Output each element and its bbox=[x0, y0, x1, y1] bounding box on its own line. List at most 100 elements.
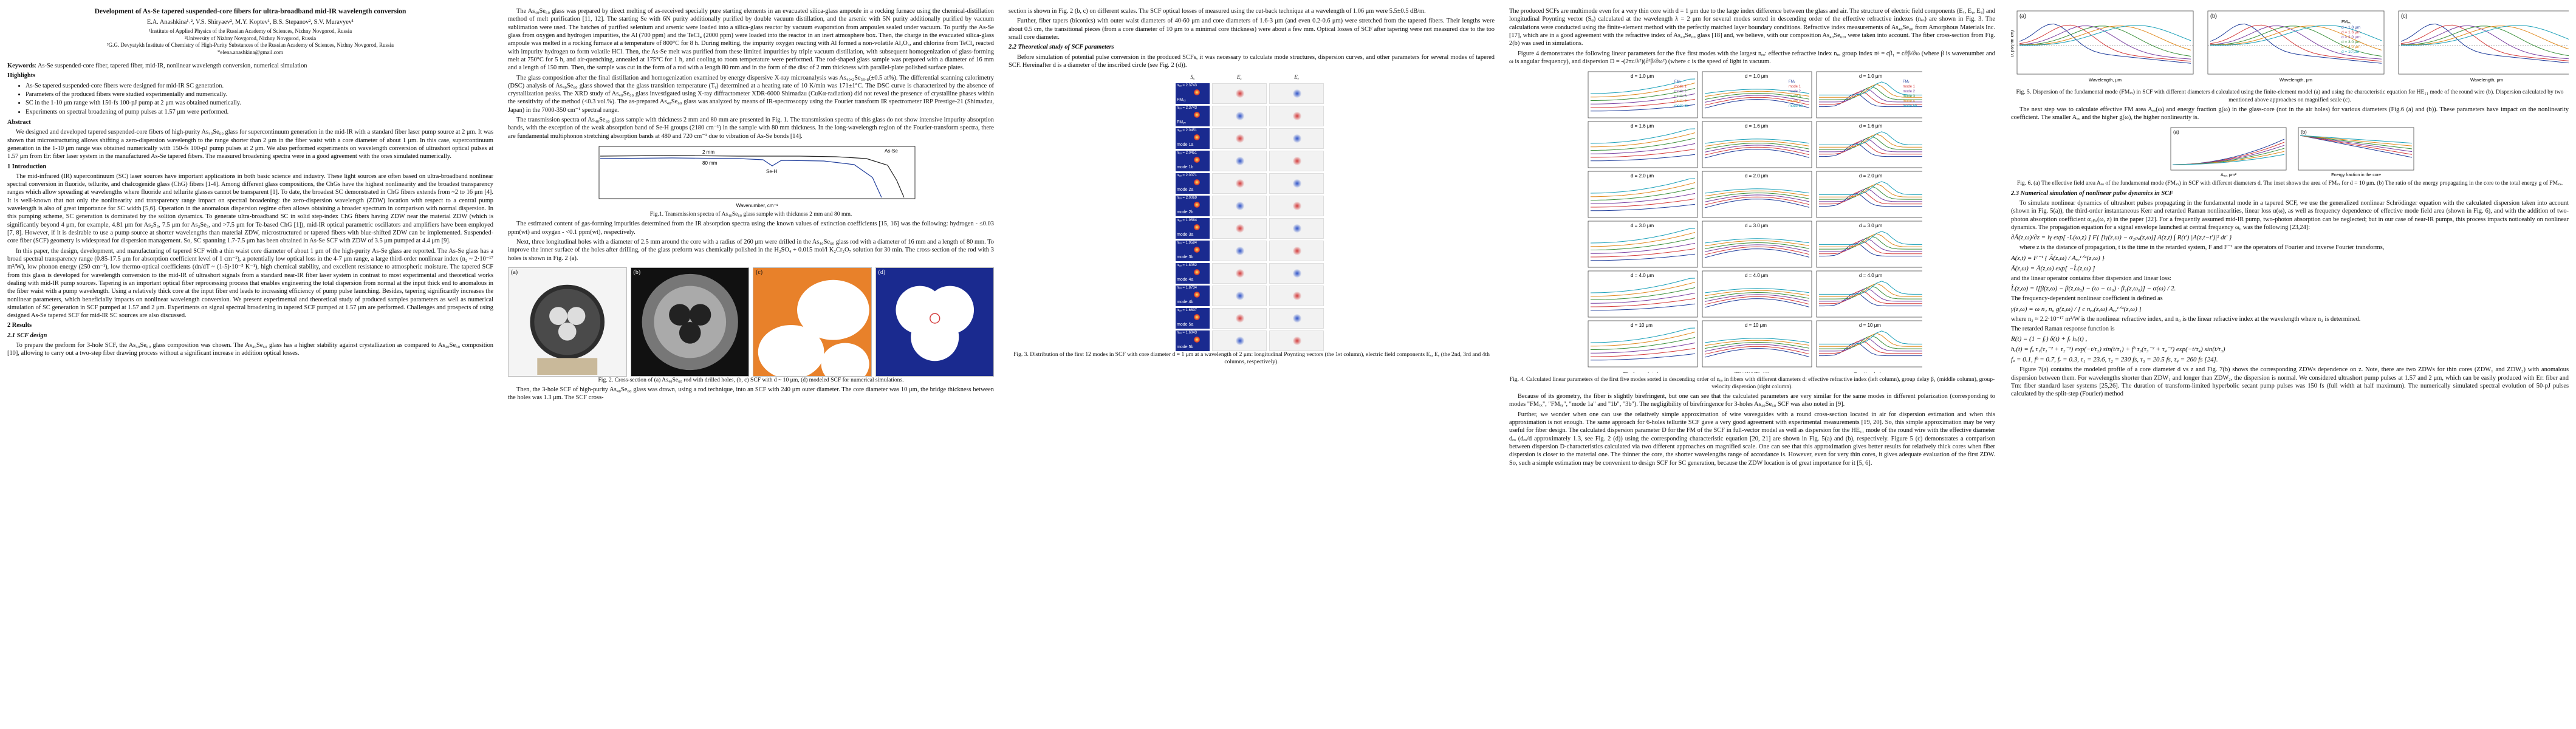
fig5-panel-label: (c) bbox=[2401, 13, 2408, 19]
fig3-field-spot bbox=[1236, 336, 1244, 345]
fig4-mode-curve bbox=[1819, 181, 1923, 196]
fig3-ey-panel bbox=[1269, 217, 1324, 239]
fig5-dispersion-curve bbox=[2400, 23, 2573, 64]
fig3-ey-panel bbox=[1269, 330, 1324, 351]
fig4-mode-curve bbox=[1704, 97, 1810, 106]
fig4-mode-curve bbox=[1591, 337, 1696, 351]
fig4-mode-curve bbox=[1590, 132, 1696, 148]
fig4-mode-curve bbox=[1591, 347, 1696, 357]
intro-paragraph-2: In this paper, the design, development, … bbox=[7, 247, 493, 320]
wire-approx-paragraph: Further, we wonder when one can use the … bbox=[1509, 411, 1995, 467]
fig3-mode-name: mode 3a bbox=[1177, 232, 1194, 237]
fig6-caption: Fig. 6. (a) The effective field area Aₑₒ… bbox=[2016, 180, 2563, 187]
fig3-mode-row: nₑₒ = 1.6537 mode 5a bbox=[1176, 307, 1327, 329]
fig2-label-a: (a) bbox=[511, 269, 518, 276]
fig4-mode-curve bbox=[1590, 182, 1696, 197]
fig3-header-sz: Sₓ bbox=[1190, 74, 1195, 81]
fig4-xlabel: Wavelength, μm bbox=[1735, 371, 1770, 373]
fig5-panel-label: (b) bbox=[2210, 13, 2217, 19]
fig3-mode-spot bbox=[1194, 224, 1200, 230]
fig3-mode-index: nₑₒ = 1.8734 bbox=[1177, 286, 1197, 290]
fig4-mode-curve bbox=[1590, 143, 1696, 154]
fig3-mode-row: nₑₒ = 2.0451 mode 1a bbox=[1176, 128, 1327, 149]
fig5-panel-frame bbox=[2016, 10, 2194, 75]
fig3-field-spot bbox=[1293, 313, 1301, 323]
fig4-mode-curve bbox=[1591, 88, 1696, 101]
fig3-mode-spot bbox=[1194, 156, 1200, 163]
fig3-field-spot bbox=[1236, 269, 1244, 278]
fig4-mode-curve bbox=[1704, 298, 1810, 308]
fig2-label-b: (b) bbox=[633, 269, 641, 276]
fig3-mode-name: mode 3b bbox=[1177, 255, 1194, 259]
fig3-mode-index: nₑₒ = 1.6537 bbox=[1177, 308, 1197, 312]
keywords: Keywords: As-Se suspended-core fiber, ta… bbox=[7, 62, 493, 70]
fig4-mode-curve bbox=[1819, 342, 1923, 357]
fig5-legend-item: d = 3.0 μm bbox=[2341, 40, 2360, 44]
fig3-mode-spot bbox=[1194, 313, 1200, 320]
fig4-mode-curve bbox=[1819, 183, 1923, 197]
fig3-mode-row: nₑₒ = 1.9584 mode 3a bbox=[1176, 217, 1327, 239]
fig4-mode-curve bbox=[1590, 128, 1696, 144]
fig4-mode-curve bbox=[1704, 190, 1810, 197]
fig4-mode-curve bbox=[1819, 340, 1923, 354]
abstract-heading: Abstract bbox=[7, 118, 31, 126]
fig4-mode-curve bbox=[1591, 148, 1696, 158]
fig4-mode-curve bbox=[1819, 287, 1923, 302]
fig4-mode-curve bbox=[1590, 293, 1696, 304]
fig4-mode-curve bbox=[1704, 196, 1810, 205]
fig3-poynting-panel: nₑₒ = 1.9584 mode 3a bbox=[1176, 217, 1210, 239]
fig3-ey-panel bbox=[1269, 105, 1324, 126]
fig6-area-plots: (a) Aₑₒ, μm² (b) Energy fraction in the cor… bbox=[2170, 128, 2414, 177]
fig4-mode-curve bbox=[1591, 138, 1696, 151]
fig4-mode-curve bbox=[1819, 337, 1923, 352]
fig4-mode-curve bbox=[1590, 232, 1696, 247]
fig1-label-seh: Se-H bbox=[766, 169, 777, 174]
intro-heading: 1 Introduction bbox=[7, 163, 47, 170]
fig2-rod-image bbox=[530, 284, 605, 375]
fig4-legend-item: mode 4 bbox=[1903, 100, 1916, 103]
fig3-ey-panel bbox=[1269, 150, 1324, 171]
fig3-mode-index: nₑₒ = 2.0071 bbox=[1177, 173, 1197, 177]
fig3-ey-panel bbox=[1269, 307, 1324, 329]
fig3-poynting-panel: nₑₒ = 2.0451 mode 1b bbox=[1176, 150, 1210, 171]
fig4-panel-frame bbox=[1702, 71, 1812, 118]
eq-description-paragraph: where z is the distance of propagation, … bbox=[2019, 244, 2385, 252]
fig4-mode-curve bbox=[1591, 298, 1696, 307]
fig4-diameter-label: d = 3.0 μm bbox=[1745, 223, 1769, 228]
fig3-poynting-panel: nₑₒ = 2.0451 mode 1a bbox=[1176, 128, 1210, 149]
abstract-text: We designed and developed tapered suspen… bbox=[7, 129, 493, 160]
fig3-ex-panel bbox=[1212, 195, 1267, 216]
fig4-mode-curve bbox=[1819, 240, 1923, 255]
fig4-diameter-label: d = 1.0 μm bbox=[1859, 74, 1883, 79]
fig5-legend-title: FMₓₓ bbox=[2341, 20, 2351, 24]
fig4-legend-item: mode 3 bbox=[1674, 95, 1687, 98]
fig3-header-ex: Eₓ bbox=[1236, 74, 1242, 81]
fig3-field-spot bbox=[1236, 224, 1244, 233]
drawing-paragraph: Then, the 3-hole SCF of high-purity As₄₀… bbox=[508, 386, 994, 402]
fig4-mode-curve bbox=[1704, 240, 1810, 247]
fig5-dispersion-curve bbox=[2400, 25, 2573, 46]
fig3-mode-index: nₑₒ = 1.9584 bbox=[1177, 241, 1197, 245]
keywords-text: : As-Se suspended-core fiber, tapered fi… bbox=[35, 63, 307, 70]
equation-7: hᵣ(t) = fₐ τ₁(τ₁⁻² + τ₂⁻²) exp(−t/τ₂) si… bbox=[2011, 346, 2225, 354]
fig5-legend-item: d = 1.6 μm bbox=[2341, 30, 2360, 35]
fig3-mode-name: mode 5a bbox=[1177, 322, 1194, 327]
fig4-mode-curve bbox=[1704, 238, 1810, 244]
fig3-field-spot bbox=[1293, 179, 1301, 188]
fig4-mode-curve bbox=[1590, 78, 1696, 94]
fig4-diameter-label: d = 2.0 μm bbox=[1745, 173, 1769, 179]
theory-heading: 2.2 Theoretical study of SCF parameters bbox=[1009, 44, 1114, 51]
fig4-legend-item: mode 2 bbox=[1903, 90, 1916, 94]
fig3-mode-name: mode 5b bbox=[1177, 344, 1194, 349]
email: *elena.anashkina@gmail.com bbox=[217, 49, 284, 55]
fig4-mode-curve bbox=[1704, 139, 1810, 144]
fig4-mode-curve bbox=[1704, 99, 1810, 109]
fig5-dispersion-curve bbox=[2401, 26, 2573, 50]
equation-4: L̂(z,ω) = i[β(z,ω) − β(z,ω₀) − (ω − ω₀) … bbox=[2011, 285, 2176, 293]
column-4: The produced SCFs are multimode even for… bbox=[1509, 7, 1995, 469]
highlight-item: Experiments on spectral broadening of pu… bbox=[26, 108, 493, 116]
fig4-legend-item: FMₓ bbox=[1789, 80, 1795, 84]
fig3-ex-panel bbox=[1212, 83, 1267, 104]
fig4-diameter-label: d = 10 μm bbox=[1859, 323, 1881, 328]
fig3-mode-name: mode 4a bbox=[1177, 277, 1194, 282]
